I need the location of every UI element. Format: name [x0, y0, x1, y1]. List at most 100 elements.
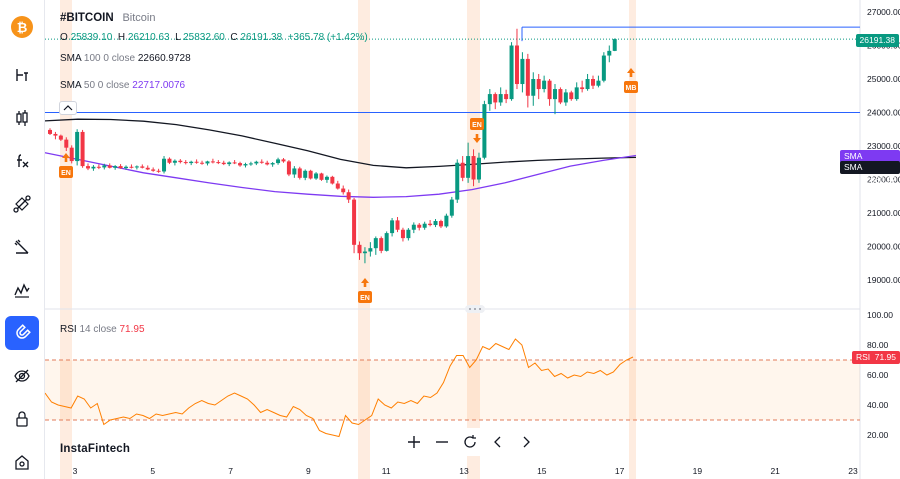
candle-body [335, 183, 340, 189]
reset-chart-button[interactable] [456, 428, 484, 456]
last-price-value: 26191.38 [859, 35, 895, 45]
candle-body [607, 50, 612, 56]
candle-body [162, 158, 167, 172]
candle-body [183, 162, 188, 164]
sma100-price-tag: SMA 22660.97 [840, 161, 900, 185]
candle-body [596, 80, 601, 86]
candle-body [514, 45, 519, 85]
signal-marker-label: EN [472, 122, 482, 129]
text-tool-icon[interactable] [5, 58, 39, 92]
scroll-left-button[interactable] [484, 428, 512, 456]
brush-icon[interactable] [5, 230, 39, 264]
low-label: L [175, 32, 181, 43]
rsi-name: RSI [60, 324, 77, 335]
rsi-price-tag: RSI 71.95 [852, 351, 900, 364]
candle-body [292, 168, 297, 175]
reset-icon [464, 435, 476, 448]
time-tick-label: 23 [848, 466, 858, 476]
arrow-down-icon [473, 134, 481, 143]
candle-body [134, 166, 139, 168]
candle-body [352, 199, 357, 245]
event-highlight-band [358, 0, 370, 479]
last-price-tag: 26191.38 [855, 34, 899, 47]
open-value: 25839.10 [70, 32, 113, 43]
time-tick-label: 17 [615, 466, 625, 476]
arrow-up-icon [361, 278, 369, 287]
candle-body [48, 129, 52, 134]
rsi-tick-label: 40.00 [867, 400, 889, 410]
rsi-legend[interactable]: RSI 14 close 71.95 [60, 324, 145, 335]
zoom-in-button[interactable] [400, 428, 428, 456]
sma100-legend[interactable]: SMA 100 0 close 22660.9728 [60, 53, 191, 64]
zoom-out-button[interactable] [428, 428, 456, 456]
candle-body [58, 135, 63, 140]
signal-marker-label: EN [360, 295, 370, 302]
candle-body [373, 238, 378, 249]
candle-body [585, 79, 590, 90]
rsi-value: 71.95 [119, 324, 145, 335]
rsi-tag-value: 71.95 [874, 352, 896, 362]
candle-body [118, 166, 123, 169]
candle-body [476, 157, 481, 180]
price-tick-label: 19000.00 [867, 275, 900, 285]
pattern-icon[interactable] [5, 273, 39, 307]
candle-body [482, 104, 487, 158]
candle-body [308, 170, 313, 179]
candle-body [91, 166, 96, 169]
candle-body [75, 131, 80, 162]
chart-navigation [400, 428, 540, 456]
candle-body [444, 215, 449, 227]
time-tick-label: 11 [382, 466, 391, 476]
candle-body [552, 89, 557, 100]
sma100-tag-label: SMA [844, 162, 863, 172]
time-tick-label: 21 [770, 466, 780, 476]
close-label: C [230, 32, 238, 43]
ohlc-legend: O 25839.10 H 26210.63 L 25832.60 C 26191… [60, 32, 368, 43]
candle-body [69, 147, 74, 162]
candle-body [319, 173, 324, 180]
candle-body [324, 176, 329, 180]
hide-icon[interactable] [5, 445, 39, 479]
scroll-right-button[interactable] [512, 428, 540, 456]
rsi-tag-label: RSI [856, 352, 871, 362]
signal-marker [358, 291, 372, 303]
candle-body [96, 166, 101, 168]
visibility-icon[interactable] [5, 359, 39, 393]
candle-body [107, 165, 112, 168]
candle-body [151, 169, 156, 171]
price-tick-label: 20000.00 [867, 242, 900, 252]
signal-marker [59, 166, 73, 178]
magnet-icon[interactable] [5, 316, 39, 350]
candle-body [86, 166, 91, 169]
candle-body [563, 92, 568, 103]
candle-body [536, 79, 541, 90]
fx-icon[interactable] [5, 144, 39, 178]
rsi-band [45, 360, 860, 420]
candle-body [379, 238, 384, 251]
candle-body [438, 221, 443, 227]
symbol-description: Bitcoin [122, 12, 156, 24]
candle-body [509, 45, 514, 100]
sma50-legend[interactable]: SMA 50 0 close 22717.0076 [60, 80, 185, 91]
open-label: O [60, 32, 68, 43]
collapse-legend-button[interactable] [59, 101, 77, 115]
low-value: 25832.60 [183, 32, 225, 43]
candle-body [471, 156, 476, 180]
candle-body [390, 220, 395, 234]
time-tick-label: 13 [459, 466, 469, 476]
candle-body [80, 131, 85, 167]
candle-body [205, 161, 210, 164]
candle-body [254, 161, 259, 164]
lock-icon[interactable] [5, 402, 39, 436]
candle-body [221, 162, 226, 165]
candle-body [395, 220, 400, 230]
candle-body [270, 163, 275, 165]
candle-body [400, 229, 405, 239]
rsi-line [45, 338, 634, 438]
candle-body [417, 224, 422, 228]
candles-icon[interactable] [5, 101, 39, 135]
candle-body [341, 188, 346, 193]
sma50-tag-label: SMA [844, 151, 863, 161]
trendline-icon[interactable] [5, 187, 39, 221]
chart-canvas[interactable]: 27000.0026000.0025000.0024000.0023000.00… [45, 0, 900, 479]
